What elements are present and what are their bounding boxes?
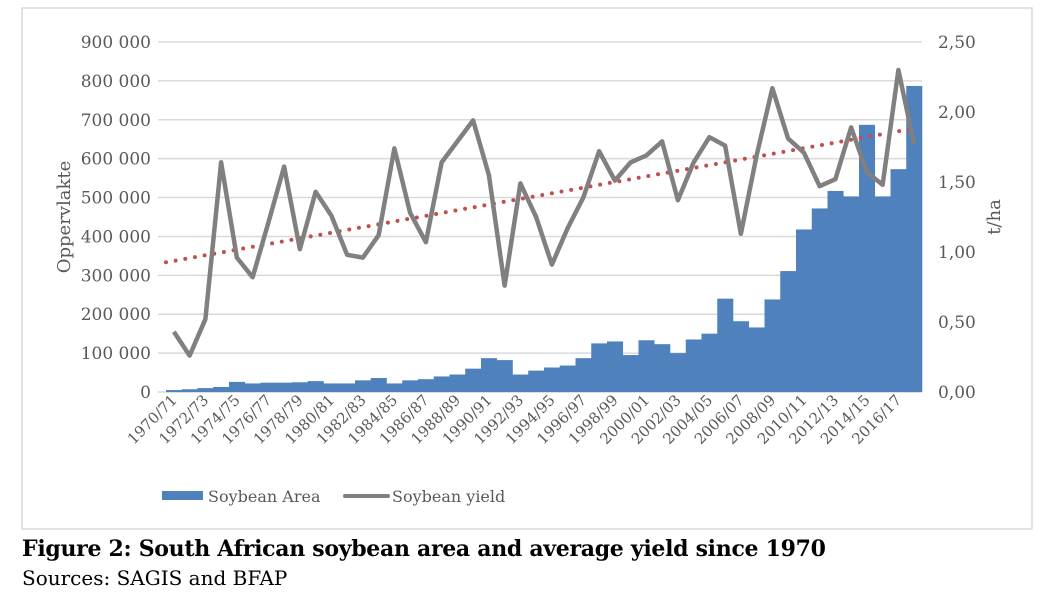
bar — [402, 380, 419, 392]
yield-trendline — [164, 126, 917, 265]
y-left-tick: 0 — [140, 383, 151, 403]
bar — [307, 381, 324, 392]
y-left-label: Oppervlakte — [54, 161, 75, 274]
bar — [512, 374, 529, 392]
legend-swatch-area — [162, 491, 203, 500]
bar — [465, 368, 482, 392]
bar — [370, 378, 387, 392]
bar — [449, 374, 466, 392]
y-left-tick: 200 000 — [81, 305, 151, 325]
bar — [859, 124, 876, 392]
bar — [654, 344, 671, 392]
legend: Soybean Area Soybean yield — [162, 487, 505, 506]
bar — [780, 271, 797, 392]
bar — [701, 333, 718, 392]
bar — [890, 169, 907, 392]
bar — [339, 383, 356, 392]
bar — [229, 381, 246, 392]
yield-line — [171, 67, 917, 358]
bar — [181, 389, 198, 392]
bar — [764, 299, 781, 392]
figure-caption-title: Figure 2: South African soybean area and… — [22, 536, 826, 562]
y-left-tick: 500 000 — [81, 189, 151, 209]
bar — [622, 355, 639, 392]
bar — [638, 340, 655, 392]
y-left-tick: 400 000 — [81, 227, 151, 247]
bar — [717, 298, 734, 392]
y-right-tick: 2,00 — [938, 103, 976, 123]
bar — [166, 390, 183, 392]
bar — [197, 388, 214, 392]
bar — [796, 229, 813, 392]
y-left-tick: 300 000 — [81, 266, 151, 286]
bar — [386, 383, 403, 392]
y-right-tick: 0,50 — [938, 313, 976, 333]
bar — [811, 208, 828, 392]
bar — [591, 343, 608, 392]
y-left-tick: 600 000 — [81, 150, 151, 170]
bar — [496, 360, 513, 392]
y-left-tick: 100 000 — [81, 344, 151, 364]
bar — [748, 327, 765, 392]
bar — [276, 382, 293, 392]
bar — [544, 367, 561, 392]
bar — [559, 365, 576, 392]
legend-label-area: Soybean Area — [208, 487, 321, 506]
y-left-tick: 800 000 — [81, 72, 151, 92]
y-left-tick: 900 000 — [81, 33, 151, 53]
bar — [843, 196, 860, 392]
bar — [906, 85, 923, 392]
bar — [685, 339, 702, 392]
bar — [575, 358, 592, 392]
y-right-tick: 1,50 — [938, 173, 976, 193]
legend-label-yield: Soybean yield — [392, 487, 505, 506]
bar — [433, 376, 450, 392]
bar — [670, 353, 687, 392]
bar — [418, 379, 435, 392]
y-right-tick: 2,50 — [938, 33, 976, 53]
bar — [481, 358, 498, 392]
bar — [874, 196, 891, 392]
y-right-tick: 1,00 — [938, 243, 976, 263]
bar — [827, 190, 844, 392]
bar — [528, 370, 545, 392]
bar — [355, 380, 372, 392]
y-right-label: t/ha — [984, 199, 1005, 235]
bar — [244, 383, 261, 392]
bar — [213, 386, 230, 392]
y-left-tick: 700 000 — [81, 111, 151, 131]
bar — [607, 341, 624, 392]
figure-caption-sources: Sources: SAGIS and BFAP — [22, 566, 288, 590]
bar — [292, 382, 309, 392]
bar — [323, 383, 340, 392]
bar — [733, 321, 750, 392]
y-right-tick: 0,00 — [938, 383, 976, 403]
bar — [260, 382, 277, 392]
